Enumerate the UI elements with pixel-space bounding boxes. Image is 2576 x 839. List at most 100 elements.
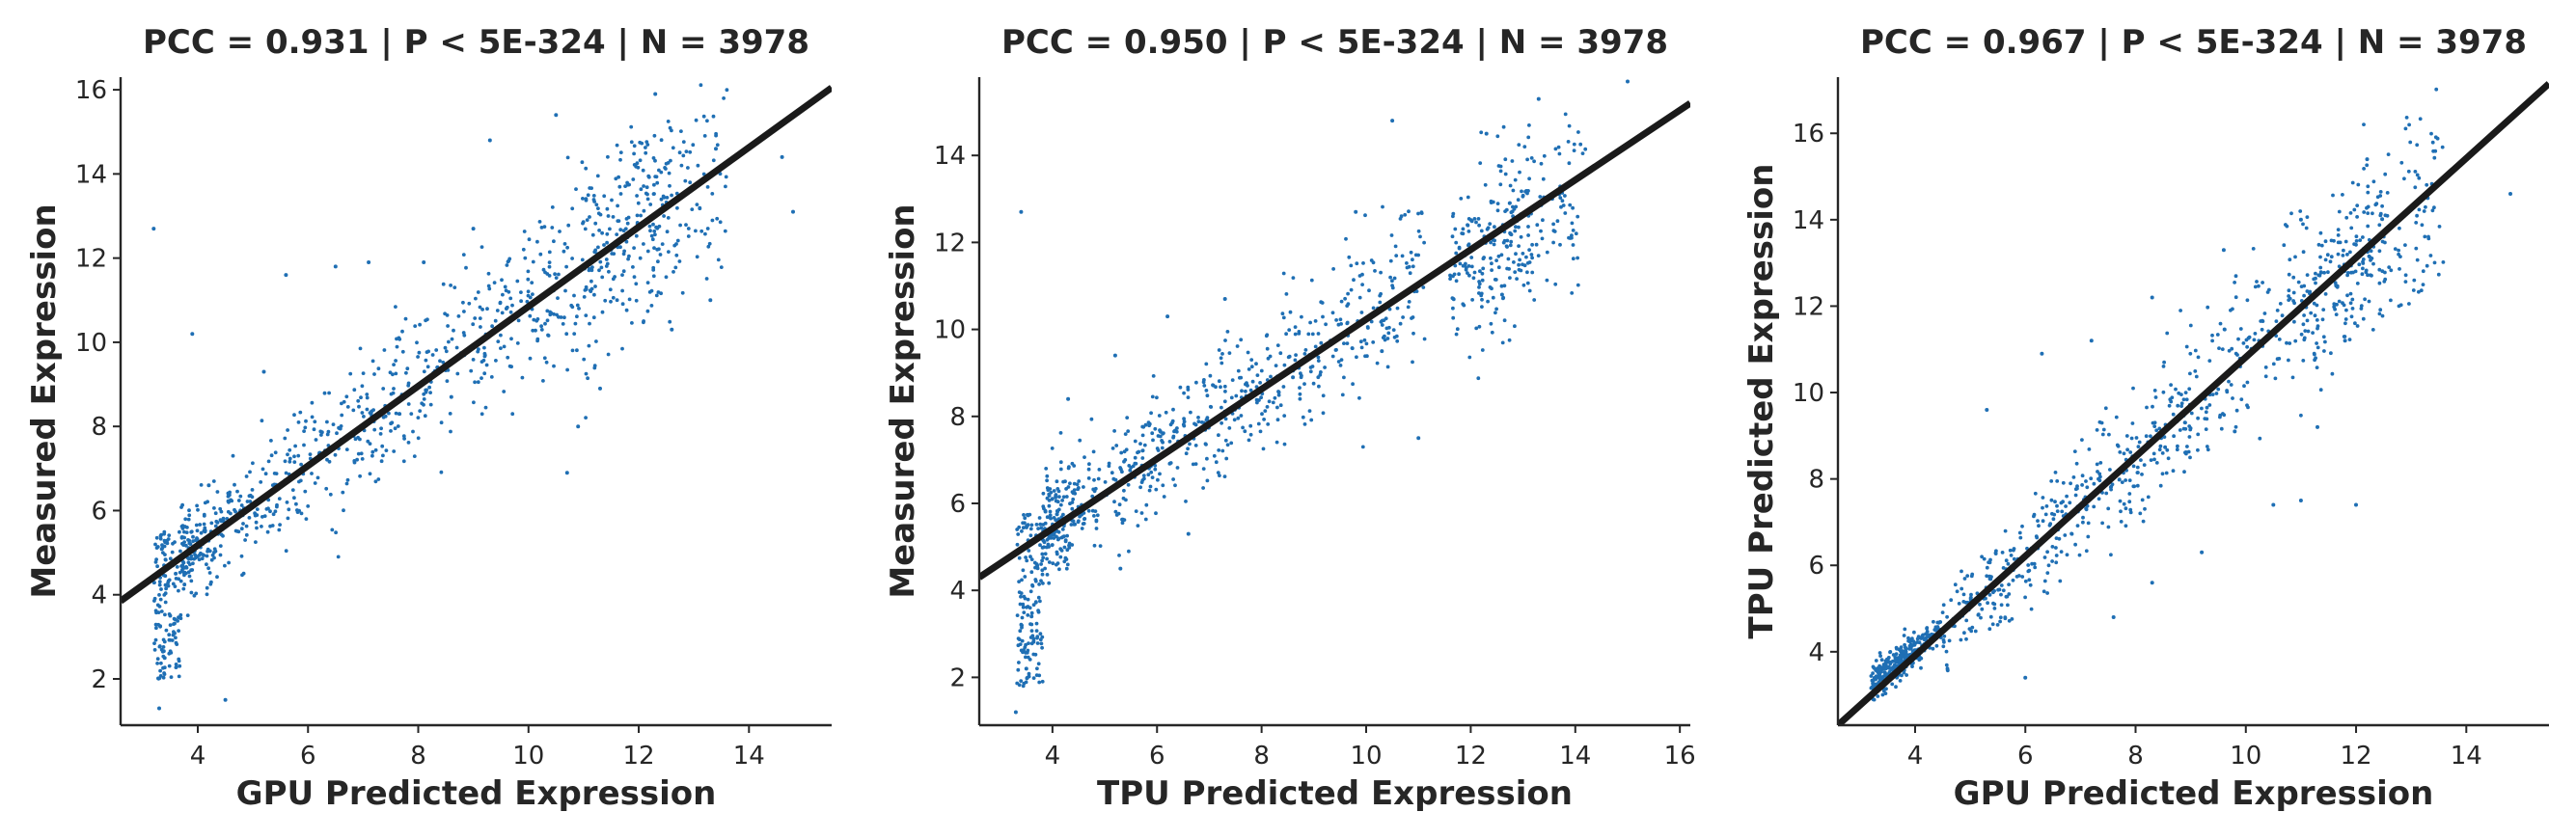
scatter-point <box>2415 257 2420 262</box>
scatter-point <box>1175 466 1180 470</box>
scatter-point <box>2124 434 2129 438</box>
scatter-point <box>158 597 163 602</box>
scatter-point <box>610 198 614 203</box>
scatter-point <box>1065 533 1069 538</box>
scatter-point <box>1530 256 1534 260</box>
scatter-point <box>2311 331 2316 335</box>
scatter-point <box>1034 629 1039 633</box>
scatter-point <box>1980 555 1985 559</box>
scatter-point <box>170 550 175 555</box>
scatter-point <box>2399 160 2404 165</box>
scatter-point <box>172 616 177 621</box>
scatter-point <box>191 539 196 544</box>
scatter-point <box>1499 292 1504 297</box>
scatter-point <box>668 183 671 188</box>
scatter-point <box>179 525 184 528</box>
scatter-point <box>1558 242 1562 247</box>
scatter-point <box>367 260 371 264</box>
scatter-point <box>1542 153 1547 158</box>
scatter-point <box>673 265 678 270</box>
scatter-point <box>2061 480 2066 485</box>
scatter-point <box>2145 405 2149 410</box>
scatter-point <box>1345 341 1350 345</box>
scatter-point <box>590 232 595 237</box>
scatter-point <box>583 288 588 292</box>
scatter-point <box>445 379 450 383</box>
scatter-point <box>2253 332 2258 336</box>
scatter-point <box>1255 373 1260 377</box>
scatter-point <box>2288 257 2292 262</box>
scatter-point <box>2073 542 2078 547</box>
scatter-point <box>2174 387 2178 392</box>
scatter-point <box>1469 256 1474 259</box>
scatter-point <box>598 386 602 391</box>
scatter-point <box>1204 362 1209 366</box>
scatter-point <box>1448 277 1452 281</box>
scatter-point <box>1871 671 1875 675</box>
scatter-point <box>1201 486 1205 490</box>
scatter-point <box>1354 209 1358 214</box>
scatter-point <box>1138 442 1142 446</box>
scatter-point <box>1029 614 1034 619</box>
scatter-point <box>422 402 425 407</box>
scatter-point <box>405 366 410 371</box>
scatter-point <box>1570 291 1575 295</box>
scatter-point <box>714 131 718 136</box>
scatter-point <box>2163 445 2168 449</box>
scatter-point <box>1395 338 1400 343</box>
scatter-point <box>1511 188 1516 193</box>
scatter-point <box>1477 324 1482 329</box>
scatter-point <box>580 160 585 165</box>
scatter-point <box>2004 558 2009 563</box>
scatter-point <box>1551 240 1555 245</box>
scatter-point <box>2238 327 2243 331</box>
scatter-point <box>2301 250 2306 255</box>
scatter-point <box>1527 122 1531 127</box>
scatter-point <box>654 225 658 230</box>
scatter-point <box>2187 435 2192 439</box>
scatter-point <box>2328 259 2333 264</box>
scatter-point <box>313 481 317 485</box>
scatter-point <box>1284 292 1289 296</box>
scatter-point <box>1334 318 1338 322</box>
scatter-point <box>1134 509 1138 513</box>
scatter-point <box>2335 302 2339 307</box>
scatter-point <box>1961 592 1966 597</box>
scatter-point <box>1155 395 1159 400</box>
scatter-point <box>1992 607 1997 610</box>
scatter-point <box>1574 231 1578 236</box>
scatter-point <box>462 310 466 313</box>
scatter-point <box>195 503 200 508</box>
y-axis-label: TPU Predicted Expression <box>1742 164 1781 639</box>
scatter-point <box>191 534 195 539</box>
scatter-point <box>493 318 498 323</box>
scatter-point <box>2441 260 2446 264</box>
scatter-point <box>711 114 716 119</box>
scatter-point <box>1471 276 1476 281</box>
scatter-point <box>1538 195 1543 199</box>
scatter-point <box>345 405 350 409</box>
scatter-point <box>496 339 501 343</box>
scatter-point <box>711 158 716 163</box>
scatter-point <box>2227 379 2231 384</box>
scatter-point <box>333 452 338 457</box>
scatter-point <box>2110 482 2115 487</box>
scatter-point <box>631 265 635 269</box>
scatter-point <box>1087 462 1091 467</box>
scatter-point <box>2419 288 2424 293</box>
scatter-point <box>1229 395 1234 400</box>
scatter-point <box>602 194 607 199</box>
scatter-point <box>416 416 421 420</box>
scatter-point <box>168 556 173 561</box>
scatter-point <box>1049 536 1054 540</box>
scatter-point <box>644 146 647 149</box>
scatter-point <box>1349 287 1354 292</box>
scatter-point <box>197 557 202 562</box>
scatter-point <box>2193 369 2198 373</box>
scatter-point <box>1539 229 1543 233</box>
scatter-point <box>1517 262 1521 267</box>
scatter-point <box>724 184 727 189</box>
scatter-point <box>701 114 706 119</box>
scatter-point <box>2152 389 2157 392</box>
scatter-point <box>629 140 634 145</box>
